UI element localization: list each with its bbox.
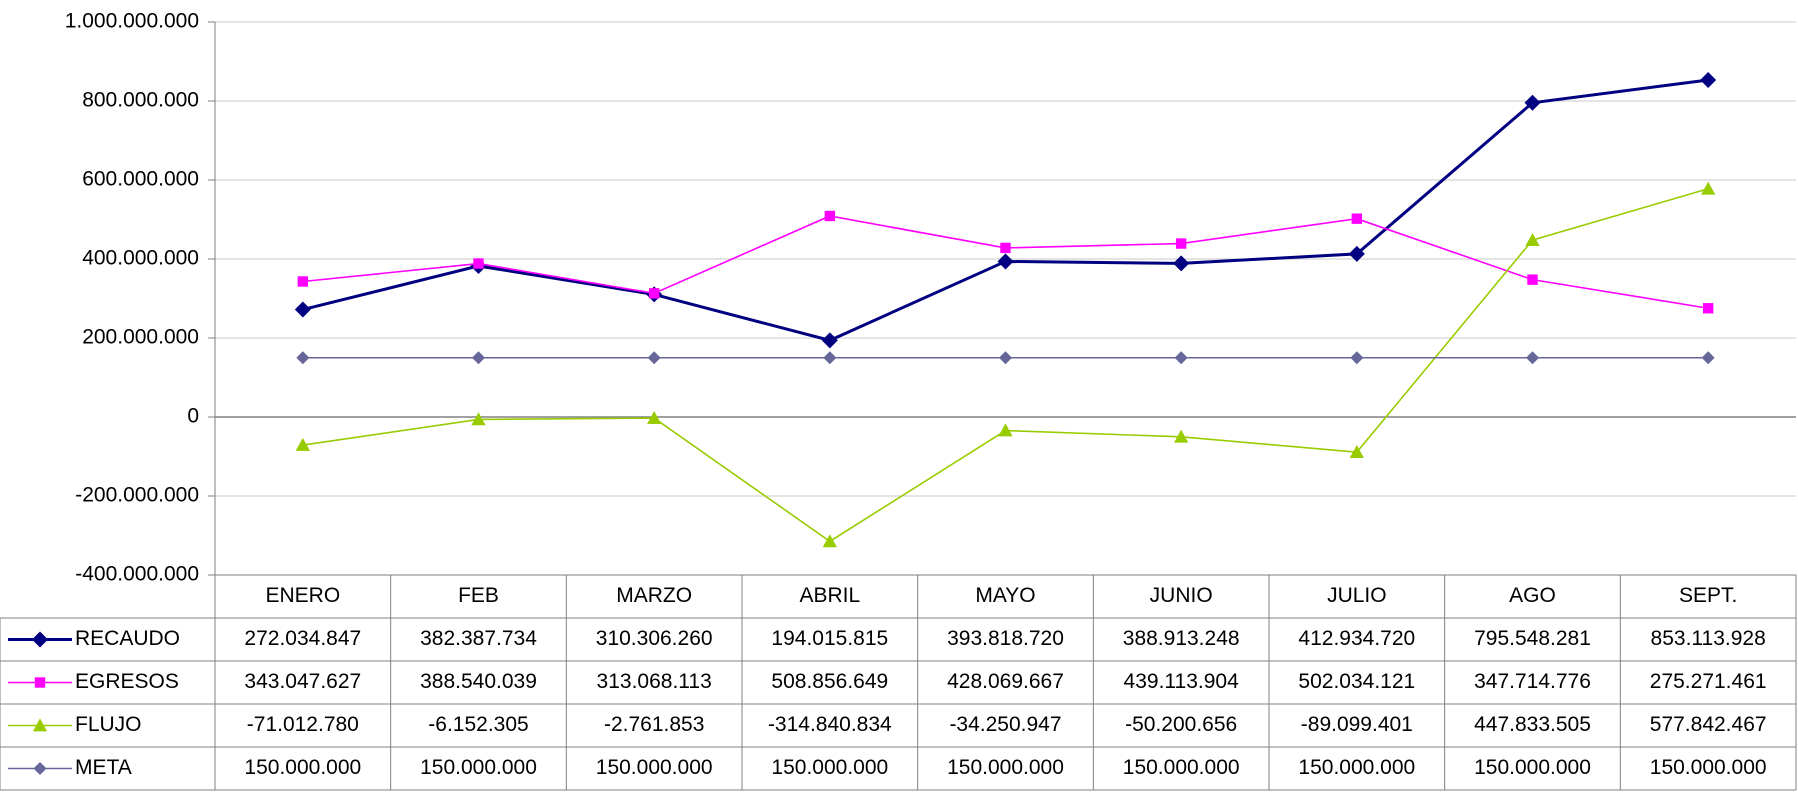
marker — [1174, 429, 1189, 443]
marker — [1173, 255, 1190, 272]
y-tick-label: 0 — [187, 405, 199, 428]
marker — [1527, 274, 1538, 285]
y-tick-label: -400.000.000 — [75, 563, 199, 586]
marker — [1526, 351, 1539, 365]
table-cell: 150.000.000 — [596, 756, 713, 779]
table-cell: 150.000.000 — [420, 756, 537, 779]
x-tick-label: JULIO — [1327, 584, 1387, 607]
table-cell: 313.068.113 — [597, 670, 712, 693]
y-tick-label: 1.000.000.000 — [65, 10, 199, 33]
table-cell: 577.842.467 — [1650, 713, 1767, 736]
marker — [471, 412, 486, 426]
marker — [998, 423, 1013, 437]
marker — [1174, 351, 1188, 365]
marker — [1000, 242, 1011, 254]
marker — [1350, 351, 1364, 365]
table-cell: 393.818.720 — [947, 627, 1064, 650]
x-tick-label: SEPT. — [1679, 584, 1737, 607]
table-cell: 150.000.000 — [244, 756, 361, 779]
x-tick-label: ABRIL — [799, 584, 860, 607]
legend-label: EGRESOS — [75, 670, 179, 693]
table-cell: 150.000.000 — [1123, 756, 1240, 779]
table-cell: -89.099.401 — [1301, 713, 1413, 736]
legend-label: FLUJO — [75, 713, 142, 736]
marker — [647, 351, 661, 365]
marker — [997, 253, 1014, 270]
table-cell: 150.000.000 — [1650, 756, 1767, 779]
table-cell: 150.000.000 — [1298, 756, 1415, 779]
marker — [647, 410, 662, 424]
marker — [824, 210, 836, 222]
table-cell: 347.714.776 — [1474, 670, 1591, 693]
marker — [1348, 245, 1365, 262]
marker — [648, 288, 660, 299]
table-cell: 388.540.039 — [420, 670, 537, 693]
marker — [1175, 238, 1187, 249]
line — [302, 78, 1709, 342]
marker — [821, 332, 838, 349]
table-cell: -314.840.834 — [768, 713, 892, 736]
table-cell: -2.761.853 — [604, 713, 704, 736]
marker — [1525, 232, 1540, 246]
marker — [1349, 445, 1364, 459]
marker — [294, 301, 311, 318]
table-cell: 275.271.461 — [1650, 670, 1767, 693]
table-cell: -71.012.780 — [247, 713, 359, 736]
table-cell: 194.015.815 — [771, 627, 888, 650]
marker — [1702, 303, 1714, 314]
marker — [297, 276, 309, 287]
marker — [1701, 351, 1715, 365]
marker — [295, 437, 310, 451]
marker — [1701, 181, 1716, 195]
table-cell: 795.548.281 — [1474, 627, 1591, 650]
table-cell: 508.856.649 — [771, 670, 888, 693]
table-cell: 428.069.667 — [947, 670, 1064, 693]
table-cell: 343.047.627 — [244, 670, 361, 693]
marker — [473, 258, 484, 269]
marker — [1351, 213, 1363, 224]
line — [302, 187, 1709, 543]
table-cell: 439.113.904 — [1124, 670, 1240, 693]
y-tick-label: 600.000.000 — [82, 168, 199, 191]
x-tick-label: JUNIO — [1150, 584, 1213, 607]
x-tick-label: ENERO — [265, 584, 340, 607]
marker — [999, 351, 1012, 365]
marker — [296, 351, 310, 365]
table-cell: 388.913.248 — [1123, 627, 1240, 650]
table-cell: 150.000.000 — [771, 756, 888, 779]
marker — [32, 718, 48, 732]
table-cell: 412.934.720 — [1298, 627, 1415, 650]
table-cell: -6.152.305 — [428, 713, 528, 736]
table-cell: 447.833.505 — [1474, 713, 1591, 736]
marker — [33, 762, 47, 775]
y-tick-label: 400.000.000 — [82, 247, 199, 270]
y-tick-label: 800.000.000 — [82, 89, 199, 112]
legend-label: RECAUDO — [75, 627, 180, 650]
legend-label: META — [75, 756, 132, 779]
table-cell: 382.387.734 — [420, 627, 537, 650]
marker — [34, 677, 46, 688]
marker — [823, 351, 837, 365]
y-tick-label: -200.000.000 — [75, 484, 199, 507]
x-tick-label: AGO — [1509, 584, 1556, 607]
table-cell: -34.250.947 — [949, 713, 1061, 736]
x-tick-label: FEB — [458, 584, 499, 607]
marker — [472, 351, 485, 365]
marker — [32, 631, 48, 648]
table-cell: 272.034.847 — [244, 627, 361, 650]
y-tick-label: 200.000.000 — [82, 326, 199, 349]
table-cell: 502.034.121 — [1298, 670, 1415, 693]
table-cell: 310.306.260 — [596, 627, 713, 650]
marker — [1524, 94, 1541, 111]
x-tick-label: MARZO — [616, 584, 692, 607]
table-cell: -50.200.656 — [1125, 713, 1237, 736]
table-cell: 150.000.000 — [947, 756, 1064, 779]
marker — [822, 534, 837, 548]
x-tick-label: MAYO — [975, 584, 1035, 607]
table-cell: 853.113.928 — [1651, 627, 1766, 650]
marker — [1700, 72, 1717, 89]
table-cell: 150.000.000 — [1474, 756, 1591, 779]
